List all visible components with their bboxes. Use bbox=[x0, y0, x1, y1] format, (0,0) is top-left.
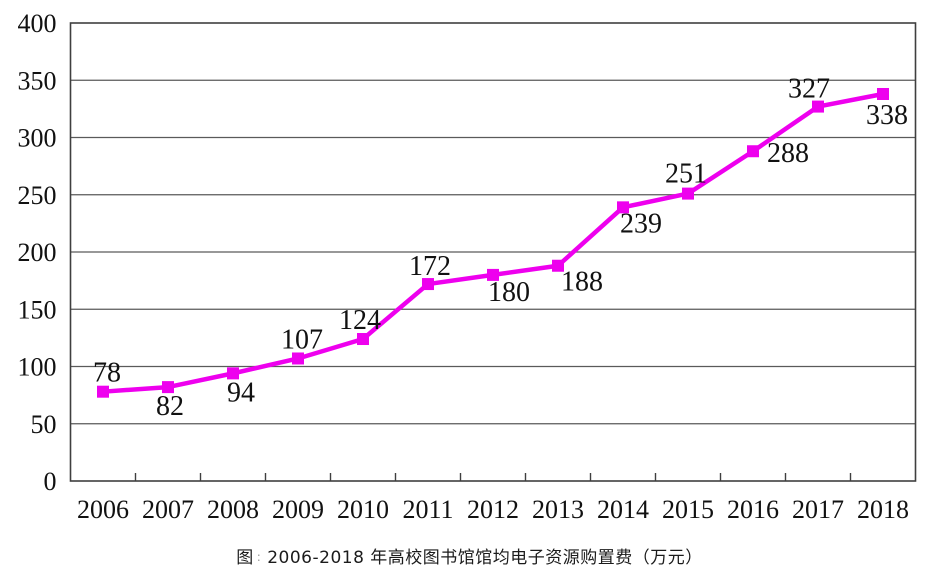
x-axis-label: 2013 bbox=[532, 495, 584, 524]
line-chart: 0 50 100 150 200 250 300 350 400 2006 2007 2008 2009… bbox=[18, 9, 917, 568]
x-axis-label: 2014 bbox=[597, 495, 649, 524]
x-axis-label: 2008 bbox=[207, 495, 259, 524]
plot-border bbox=[69, 22, 917, 482]
data-point-marker bbox=[487, 268, 499, 281]
data-point-label: 94 bbox=[227, 377, 255, 408]
data-point-label: 327 bbox=[788, 74, 830, 105]
chart-caption: 图:2006-2018 年高校图书馆馆均电子资源购置费（万元） bbox=[0, 543, 939, 568]
x-axis-label: 2009 bbox=[272, 495, 324, 524]
y-axis-label: 350 bbox=[18, 66, 57, 95]
data-point-marker bbox=[682, 187, 694, 200]
data-point-marker bbox=[292, 352, 304, 365]
data-line bbox=[102, 91, 884, 394]
x-axis-label: 2016 bbox=[727, 495, 779, 524]
data-point-marker bbox=[227, 367, 239, 380]
data-point-marker bbox=[357, 333, 369, 346]
y-axis-label: 100 bbox=[18, 353, 57, 382]
x-axis-label: 2015 bbox=[662, 495, 714, 524]
data-point-label: 251 bbox=[665, 159, 707, 190]
data-point-label: 180 bbox=[488, 277, 530, 308]
y-axis-label: 150 bbox=[18, 295, 57, 324]
x-axis-label: 2011 bbox=[402, 495, 453, 524]
x-axis-label: 2006 bbox=[77, 495, 129, 524]
data-point-label: 82 bbox=[156, 391, 184, 422]
data-point-marker bbox=[162, 381, 174, 394]
data-point-label: 107 bbox=[281, 324, 323, 355]
x-axis-label: 2010 bbox=[337, 495, 389, 524]
data-point-label: 338 bbox=[866, 100, 908, 131]
data-point-marker bbox=[422, 278, 434, 291]
y-axis-label: 300 bbox=[18, 124, 57, 153]
data-point-marker bbox=[877, 87, 889, 100]
caption-prefix: 图 bbox=[236, 548, 254, 568]
data-point-label: 288 bbox=[767, 138, 809, 169]
y-axis-label: 400 bbox=[18, 9, 57, 38]
caption-text: 2006-2018 年高校图书馆馆均电子资源购置费（万元） bbox=[267, 548, 703, 568]
data-point-label: 124 bbox=[339, 305, 381, 336]
y-axis-label: 250 bbox=[18, 181, 57, 210]
data-point-marker bbox=[617, 201, 629, 214]
data-point-label: 188 bbox=[561, 267, 603, 298]
data-point-label: 239 bbox=[620, 208, 662, 239]
y-axis-label: 0 bbox=[44, 467, 57, 496]
x-axis-label: 2018 bbox=[857, 495, 909, 524]
data-point-label: 78 bbox=[93, 358, 121, 389]
data-point-label: 172 bbox=[409, 251, 451, 282]
data-point-marker bbox=[97, 385, 109, 398]
caption-colon: : bbox=[256, 550, 262, 564]
y-axis-label: 200 bbox=[18, 238, 57, 267]
y-axis-label: 50 bbox=[31, 410, 57, 439]
data-point-marker bbox=[812, 100, 824, 113]
x-axis-label: 2012 bbox=[467, 495, 519, 524]
x-axis-label: 2007 bbox=[142, 495, 194, 524]
data-point-marker bbox=[747, 145, 759, 158]
chart-svg: 0 50 100 150 200 250 300 350 400 2006 2007 2008 2009… bbox=[18, 9, 917, 524]
x-axis-label: 2017 bbox=[792, 495, 844, 524]
data-point-marker bbox=[552, 259, 564, 272]
